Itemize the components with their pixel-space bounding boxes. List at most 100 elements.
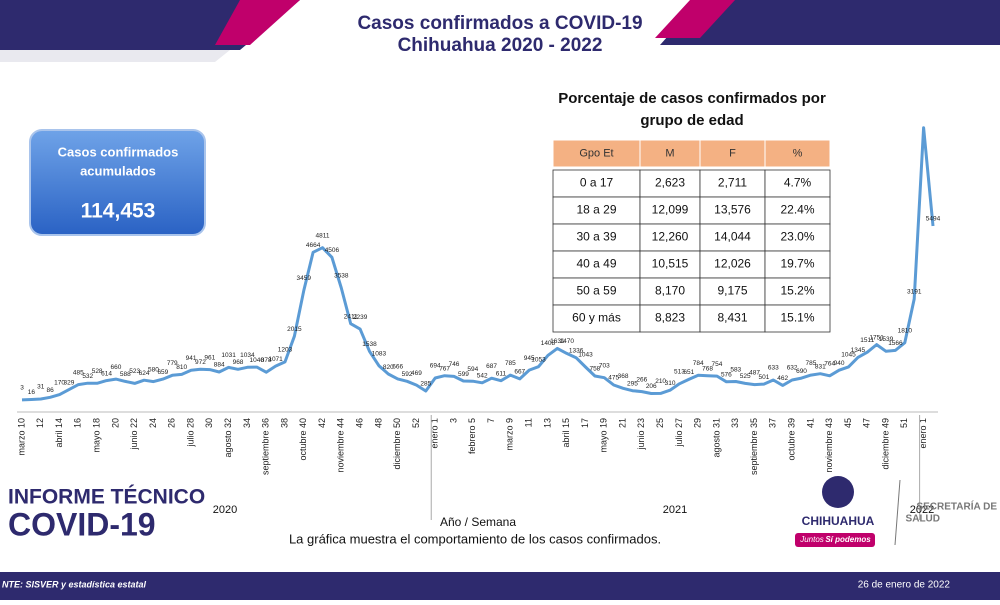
data-label: 831 [815,363,826,370]
x-tick-label: 51 [899,418,909,428]
cell-text: 2,623 [655,176,685,190]
cell [639,169,701,198]
agency: SALUD [906,514,940,525]
data-label: 592 [402,371,413,378]
data-label: 651 [683,369,694,376]
cell [764,250,831,279]
data-label: 1408 [541,340,556,347]
data-label: 295 [627,380,638,387]
cell-text: 8,170 [655,284,685,298]
x-tick-label: noviembre 44 [336,418,346,473]
data-label: 758 [589,366,600,373]
cell-text: 15.2% [780,284,814,298]
data-label: 1511 [860,337,874,344]
x-tick-label: abril 14 [54,418,64,448]
header-cell [552,139,641,168]
data-label: 210 [655,378,666,385]
decor-top-right-accent [655,0,735,38]
data-label: 368 [618,373,629,380]
data-label: 266 [636,376,647,383]
data-label: 2239 [353,314,368,321]
x-tick-label: 7 [486,418,496,423]
data-label: 703 [599,362,610,369]
data-label: 1043 [578,352,593,359]
title: Casos confirmados a COVID-19 [357,13,642,34]
header-text: Gpo Et [579,147,613,159]
data-label: 1040 [250,357,265,364]
cell-text: 23.0% [780,230,814,244]
cell-text: 13,576 [714,203,751,217]
x-tick-label: 17 [580,418,590,428]
data-label: 1631 [550,338,565,345]
footer-bar [0,572,1000,600]
data-label: 487 [749,369,760,376]
data-label: 1345 [851,347,866,354]
cell [639,223,701,252]
data-label: 4664 [306,242,321,249]
x-tick-label: julio 28 [185,418,195,448]
cell-text: 4.7% [784,176,812,190]
cell-text: 8,431 [717,311,747,325]
data-label: 754 [712,361,723,368]
x-tick-label: 13 [542,418,552,428]
data-label: 1203 [278,347,293,354]
report-label: INFORME TÉCNICO [8,486,205,509]
header-text: M [665,147,674,159]
caption: La gráfica muestra el comportamiento de … [289,531,661,546]
x-tick-label: 37 [768,418,778,428]
age-table: Gpo Et M F % 0 a 17 2,623 2,711 4.7% 18 a 29 12,0… [552,139,831,333]
x-tick-label: octubre 40 [298,418,308,461]
x-tick-label: 11 [524,418,534,427]
header-cell [699,139,766,168]
x-tick-label: septiembre 35 [749,418,759,475]
cell [764,304,831,333]
x-tick-label: 29 [693,418,703,428]
x-tick-label: mayo 19 [599,418,609,453]
data-label: 972 [195,359,206,366]
data-label: 542 [477,373,488,380]
data-label: 687 [486,363,497,370]
data-label: 1071 [268,356,283,363]
data-label: 690 [796,368,807,375]
data-label: 469 [411,370,422,377]
x-tick-label: 33 [730,418,740,428]
x-tick-label: diciembre 50 [392,418,402,470]
cell [552,277,641,306]
data-label: 611 [496,370,507,377]
cell [699,277,766,306]
data-label: 659 [157,369,168,376]
cell-text: 30 a 39 [576,230,616,244]
x-tick-label: 20 [110,418,120,428]
x-tick-label: junio 23 [636,418,646,451]
logo-divider [894,479,901,546]
cell [552,223,641,252]
data-label: 576 [721,371,732,378]
data-label: 614 [101,370,112,377]
title: Chihuahua 2020 - 2022 [398,35,603,56]
cell-text: 10,515 [652,257,689,271]
cell-text: 12,099 [652,203,689,217]
x-tick-label: 48 [373,418,383,428]
data-label: 523 [129,368,140,375]
logo-emblem [822,476,854,508]
data-label: 4506 [325,247,340,254]
data-label: 884 [214,362,225,369]
data-label: 525 [740,373,751,380]
cell [699,223,766,252]
data-label: 1751 [869,334,884,341]
x-tick-label: 3 [448,418,458,423]
data-label: 624 [139,370,150,377]
x-tick-label: 42 [317,418,327,428]
data-label: 878 [261,357,272,364]
data-label: 1083 [372,350,387,357]
data-label: 633 [768,365,779,372]
data-label: 206 [646,383,657,390]
x-tick-label: enero 1 [430,418,440,449]
cell [639,196,701,225]
cell [699,169,766,198]
cell-text: 0 a 17 [580,176,614,190]
slogan: Juntos [799,535,824,544]
data-label: 580 [148,366,159,373]
cell [699,304,766,333]
